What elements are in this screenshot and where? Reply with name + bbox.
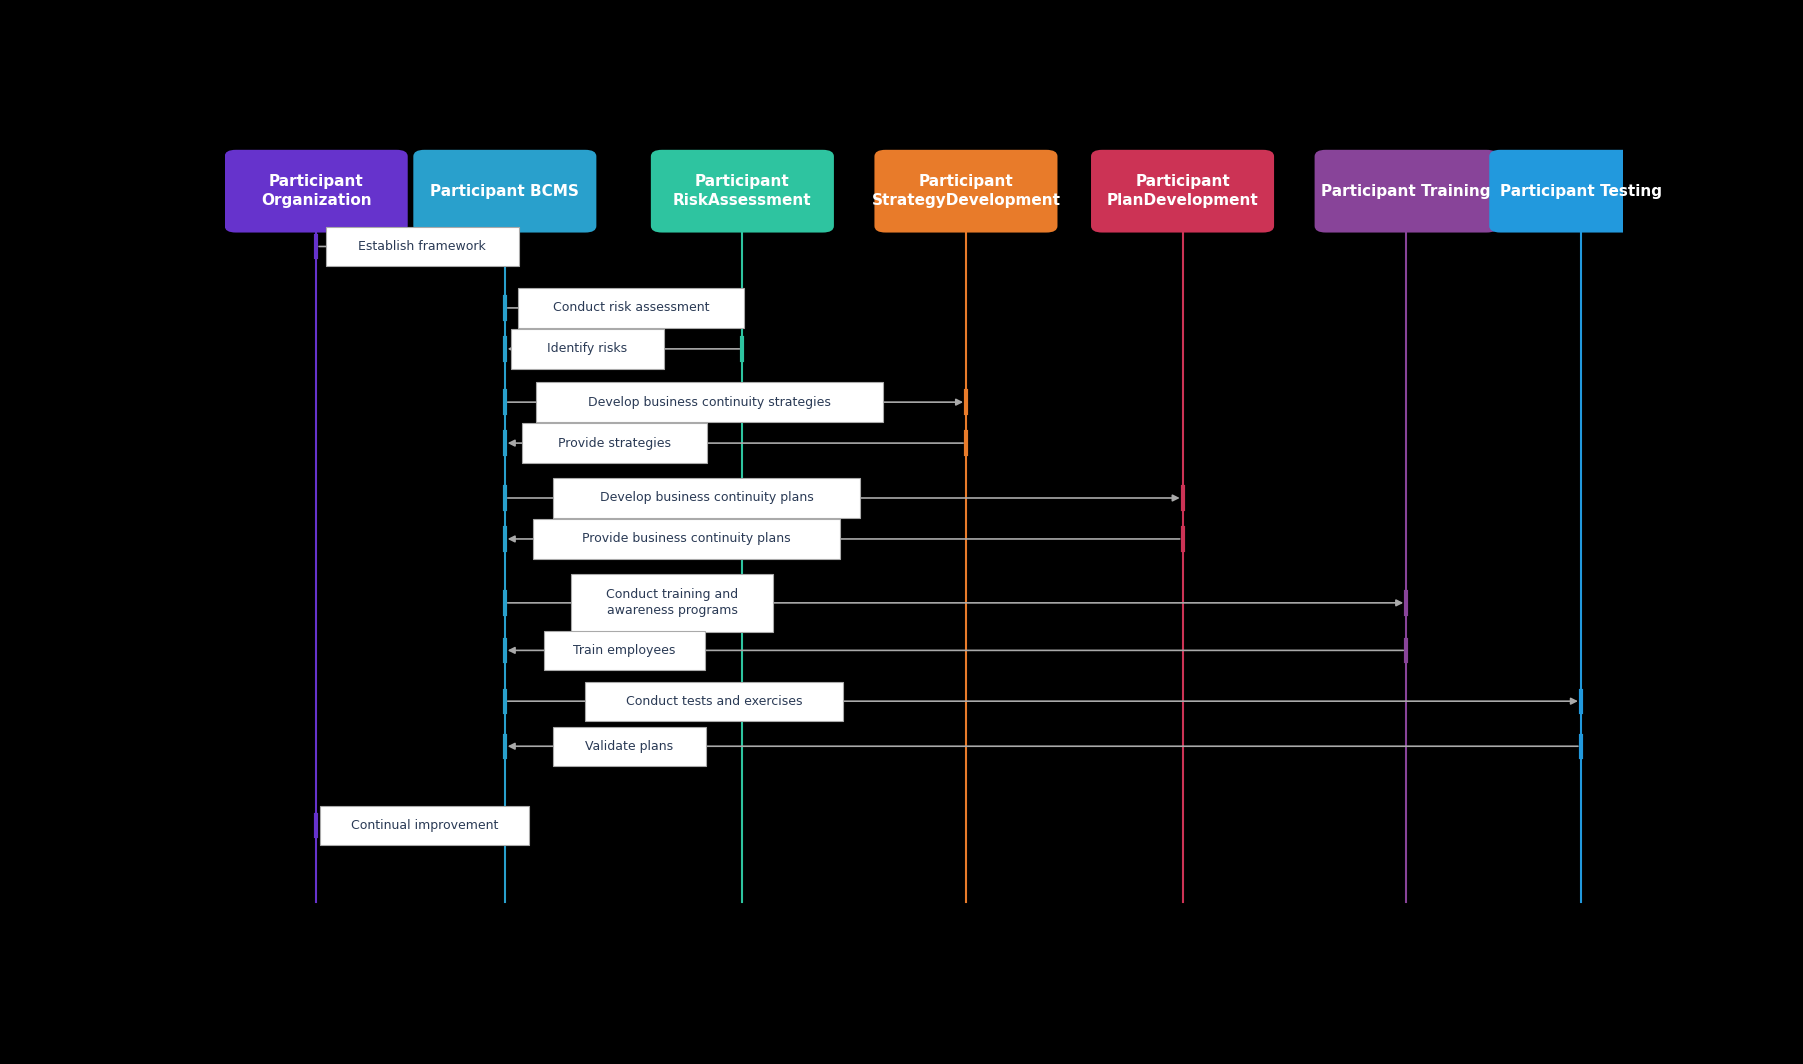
Text: Develop business continuity strategies: Develop business continuity strategies bbox=[588, 396, 831, 409]
FancyBboxPatch shape bbox=[413, 150, 597, 233]
Text: Develop business continuity plans: Develop business continuity plans bbox=[600, 492, 813, 504]
FancyBboxPatch shape bbox=[326, 227, 519, 266]
Text: Participant BCMS: Participant BCMS bbox=[431, 184, 579, 199]
FancyBboxPatch shape bbox=[1091, 150, 1275, 233]
FancyBboxPatch shape bbox=[545, 631, 705, 670]
FancyBboxPatch shape bbox=[1314, 150, 1498, 233]
Text: Train employees: Train employees bbox=[573, 644, 676, 656]
Text: Identify risks: Identify risks bbox=[548, 343, 627, 355]
FancyBboxPatch shape bbox=[874, 150, 1058, 233]
FancyBboxPatch shape bbox=[523, 423, 707, 463]
FancyBboxPatch shape bbox=[586, 682, 844, 720]
FancyBboxPatch shape bbox=[554, 479, 860, 518]
Text: Conduct risk assessment: Conduct risk assessment bbox=[554, 301, 709, 315]
FancyBboxPatch shape bbox=[225, 150, 407, 233]
FancyBboxPatch shape bbox=[321, 807, 530, 846]
Text: Conduct training and
awareness programs: Conduct training and awareness programs bbox=[606, 588, 737, 617]
Text: Participant
StrategyDevelopment: Participant StrategyDevelopment bbox=[871, 174, 1060, 207]
Text: Provide business continuity plans: Provide business continuity plans bbox=[582, 532, 792, 546]
Text: Participant Training: Participant Training bbox=[1322, 184, 1491, 199]
Text: Validate plans: Validate plans bbox=[586, 739, 673, 752]
FancyBboxPatch shape bbox=[572, 575, 772, 632]
FancyBboxPatch shape bbox=[651, 150, 835, 233]
Text: Establish framework: Establish framework bbox=[359, 240, 487, 253]
FancyBboxPatch shape bbox=[510, 329, 664, 368]
Text: Participant
RiskAssessment: Participant RiskAssessment bbox=[673, 174, 811, 207]
FancyBboxPatch shape bbox=[554, 727, 705, 766]
FancyBboxPatch shape bbox=[1489, 150, 1673, 233]
Text: Provide strategies: Provide strategies bbox=[559, 436, 671, 450]
Text: Participant
Organization: Participant Organization bbox=[261, 174, 371, 207]
FancyBboxPatch shape bbox=[534, 519, 840, 559]
Text: Continual improvement: Continual improvement bbox=[352, 819, 498, 832]
FancyBboxPatch shape bbox=[535, 382, 883, 421]
Text: Participant Testing: Participant Testing bbox=[1500, 184, 1662, 199]
FancyBboxPatch shape bbox=[517, 288, 745, 328]
Text: Participant
PlanDevelopment: Participant PlanDevelopment bbox=[1107, 174, 1258, 207]
Text: Conduct tests and exercises: Conduct tests and exercises bbox=[626, 695, 802, 708]
